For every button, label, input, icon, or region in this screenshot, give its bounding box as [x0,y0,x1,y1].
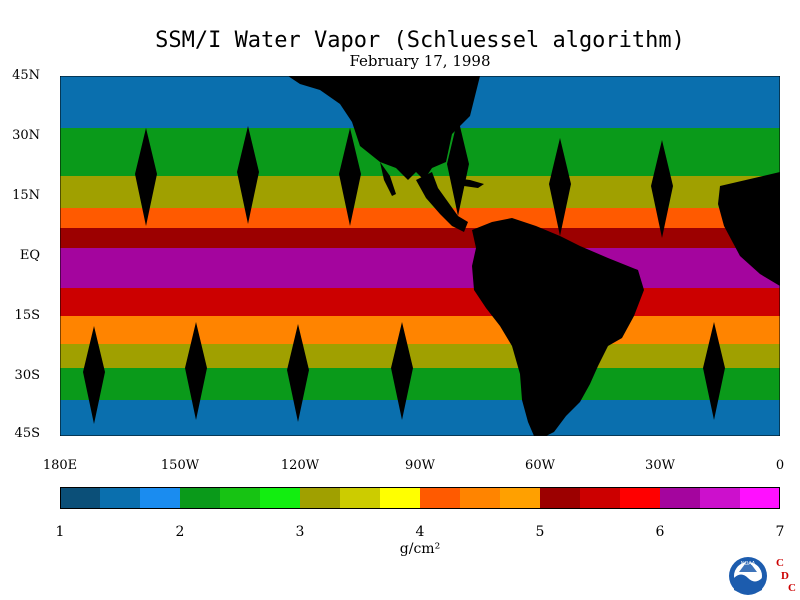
colorbar-swatch [500,487,541,509]
missing-data-swath [185,322,207,420]
lat-tick-label: 45N [12,68,40,83]
lat-tick-label: EQ [19,248,40,263]
missing-data-swath [651,140,673,238]
lon-tick-label: 60W [525,458,555,473]
lat-tick-label: 15S [14,308,40,323]
vapor-band [60,400,780,436]
missing-data-swath [391,322,413,420]
map-title: SSM/I Water Vapor (Schluessel algorithm) [155,28,685,53]
missing-data-swath [549,138,571,236]
colorbar-swatch [340,487,381,509]
lon-tick-label: 0 [775,458,785,473]
missing-data-swath [447,118,469,216]
colorbar-swatch [700,487,741,509]
vapor-field [60,76,780,436]
missing-data-swath [83,326,105,424]
missing-data-swath [135,128,157,226]
missing-data-swath [287,324,309,422]
colorbar-swatch [60,487,101,509]
colorbar-tick-label: 4 [415,524,425,540]
colorbar [60,487,780,509]
lat-tick-label: 30S [14,368,40,383]
noaa-cdc-logo: NOAA C D C [729,557,796,595]
lat-tick-label: 30N [12,128,40,143]
colorbar-swatch [580,487,621,509]
svg-text:C: C [776,557,784,569]
lon-tick-label: 150W [160,458,200,473]
vapor-band [60,344,780,369]
colorbar-swatch [140,487,181,509]
lat-tick-label: 15N [12,188,40,203]
swath-gaps [83,118,725,424]
vapor-band [60,228,780,249]
lon-tick-label: 90W [405,458,435,473]
colorbar-swatch [220,487,261,509]
vapor-band [60,208,780,229]
colorbar-tick-label: 7 [775,524,785,540]
colorbar-tick-label: 5 [535,524,545,540]
missing-data-swath [703,322,725,420]
missing-data-swath [339,128,361,226]
colorbar-swatch [100,487,141,509]
colorbar-swatch [300,487,341,509]
colorbar-swatch [260,487,301,509]
lon-tick-label: 120W [280,458,320,473]
vapor-band [60,248,780,289]
colorbar-tick-label: 3 [295,524,305,540]
colorbar-tick-label: 6 [655,524,665,540]
lat-tick-label: 45S [14,426,40,441]
baja-peninsula [380,162,396,196]
colorbar-swatch [660,487,701,509]
colorbar-swatch [540,487,581,509]
colorbar-swatch [460,487,501,509]
colorbar-swatch [420,487,461,509]
water-vapor-map [60,76,780,436]
colorbar-swatch [180,487,221,509]
north-america [288,76,480,180]
svg-text:C: C [788,582,796,594]
colorbar-tick-label: 2 [175,524,185,540]
vapor-band [60,368,780,401]
colorbar-tick-label: 1 [55,524,65,540]
mexico-central-america [416,172,468,232]
colorbar-swatch [740,487,780,509]
missing-data-swath [237,126,259,224]
south-america [472,218,644,436]
vapor-band [60,316,780,345]
colorbar-units: g/cm² [399,541,441,557]
vapor-band [60,288,780,317]
colorbar-swatch [620,487,661,509]
colorbar-swatch [380,487,421,509]
map-date: February 17, 1998 [349,52,491,70]
africa [718,172,780,286]
svg-text:D: D [781,570,789,582]
land-mask [288,76,780,436]
lon-tick-label: 30W [645,458,675,473]
lon-tick-label: 180E [42,458,78,473]
logo-agency-text: NOAA [741,561,756,567]
